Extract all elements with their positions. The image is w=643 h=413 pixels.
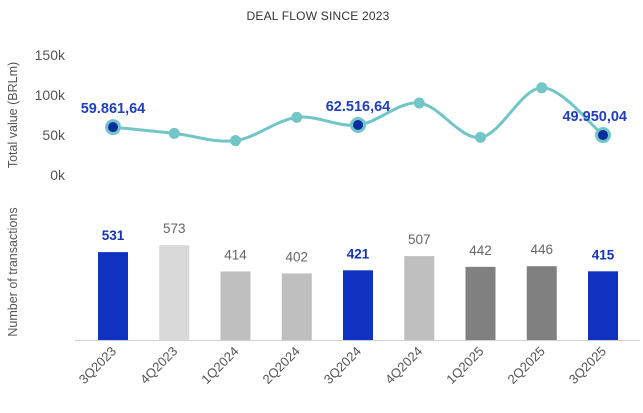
value-line-points [105,82,611,147]
bar-value-label: 573 [163,221,186,236]
line-point [230,135,241,147]
x-tick-label: 2Q2025 [505,344,548,387]
bar [281,273,312,340]
x-tick-label: 1Q2024 [198,344,241,387]
bar-value-label: 531 [102,228,125,243]
line-point-label: 59.861,64 [81,101,146,117]
line-point-highlight [595,127,611,144]
bar-value-label: 507 [408,232,431,247]
bar [465,266,496,340]
x-tick-label: 2Q2024 [260,344,303,387]
line-point [536,82,548,94]
line-point-label: 62.516,64 [326,99,391,115]
x-tick-label: 4Q2023 [137,344,180,387]
bar [159,245,190,340]
x-axis-ticks: 3Q2023 4Q2023 1Q2024 2Q2024 3Q2024 4Q2024 1Q20… [76,344,609,387]
bar-value-label: 421 [347,246,370,261]
line-point [475,131,486,143]
y-tick-label: 50k [42,127,66,143]
bar [98,252,128,340]
x-tick-label: 3Q2023 [76,344,119,387]
x-tick-label: 3Q2024 [321,344,364,387]
bar-value-label: 415 [592,247,615,262]
line-point-highlight [350,116,366,133]
y-tick-label: 150k [35,47,66,63]
bar-y-axis-label: Number of transactions [6,207,20,336]
line-point [168,127,180,139]
x-tick-label: 1Q2025 [443,344,486,387]
y-tick-label: 0k [50,167,66,183]
value-line-series [112,86,604,143]
line-point [291,111,303,123]
bar [526,266,557,340]
line-y-ticks: 0k 50k 100k 150k [35,47,66,183]
x-tick-label: 4Q2024 [382,344,425,387]
line-point-highlight [105,119,121,136]
line-point-label: 49.950,04 [562,109,627,125]
bar-value-label: 442 [469,243,492,258]
bar-value-labels: 531 573 414 402 421 507 442 446 415 [102,221,615,264]
bar [588,271,618,340]
y-tick-label: 100k [35,87,66,103]
bar-value-label: 414 [224,247,247,262]
bar [404,256,435,340]
value-point-labels: 59.861,64 62.516,64 49.950,04 [81,99,627,125]
bar [343,270,373,340]
bar-value-label: 402 [285,249,308,264]
bar-value-label: 446 [530,242,553,257]
line-y-axis-label: Total value (BRLm) [6,62,20,168]
line-point [413,97,425,109]
bar-series [98,245,618,340]
bar [220,271,251,340]
chart-title: DEAL FLOW SINCE 2023 [247,9,390,23]
x-tick-label: 3Q2025 [566,344,609,387]
